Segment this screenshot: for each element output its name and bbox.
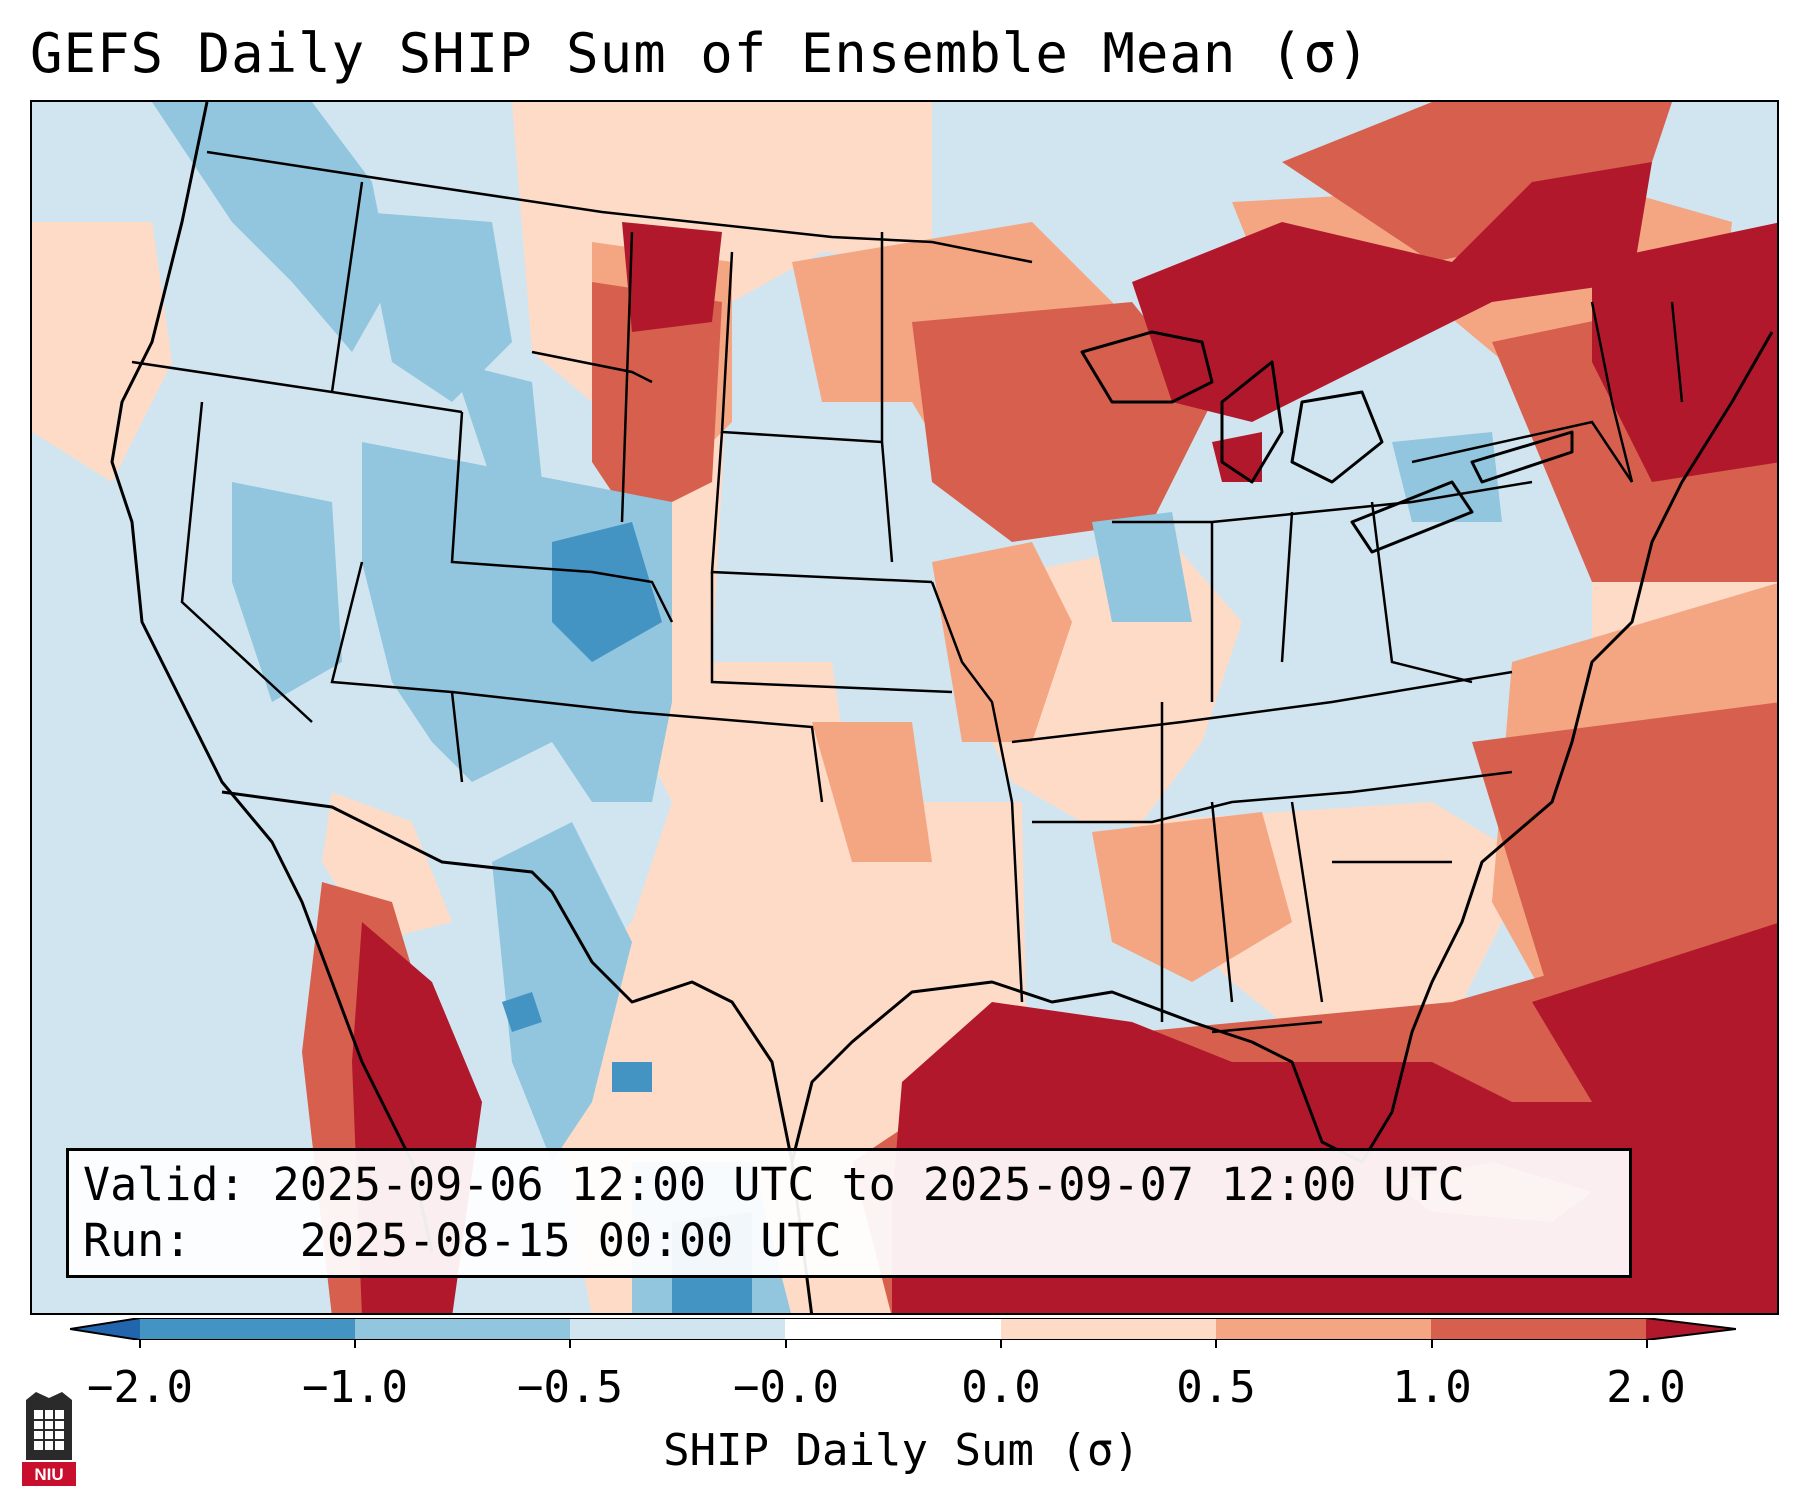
colorbar-extend-high xyxy=(1646,1318,1736,1340)
colorbar-tick-label: −0.5 xyxy=(517,1362,623,1413)
colorbar-tick-label: 2.0 xyxy=(1606,1362,1686,1413)
map-canvas xyxy=(32,102,1777,1313)
validity-info-box: Valid: 2025-09-06 12:00 UTC to 2025-09-0… xyxy=(66,1148,1632,1278)
tick-mark xyxy=(139,1340,141,1348)
colorbar-extend-low xyxy=(70,1318,140,1340)
tick-mark xyxy=(1431,1340,1433,1348)
colorbar-tick-label: 0.0 xyxy=(961,1362,1041,1413)
niu-logo: NIU xyxy=(22,1392,76,1486)
colorbar-tick-label: 1.0 xyxy=(1392,1362,1472,1413)
valid-time-range: 2025-09-06 12:00 UTC to 2025-09-07 12:00… xyxy=(272,1158,1465,1211)
tick-mark xyxy=(785,1340,787,1348)
run-time: 2025-08-15 00:00 UTC xyxy=(299,1214,842,1267)
colorbar xyxy=(70,1318,1736,1340)
run-label: Run: xyxy=(83,1214,192,1267)
colorbar-tick-label: −0.0 xyxy=(733,1362,839,1413)
colorbar-label: SHIP Daily Sum (σ) xyxy=(663,1425,1140,1476)
tick-mark xyxy=(569,1340,571,1348)
map-panel[interactable] xyxy=(30,100,1779,1315)
tick-mark xyxy=(1215,1340,1217,1348)
colorbar-bin-4 xyxy=(785,1318,1001,1340)
colorbar-tick-label: −2.0 xyxy=(87,1362,193,1413)
colorbar-bin-7 xyxy=(1431,1318,1646,1340)
colorbar-bin-1 xyxy=(140,1318,355,1340)
tick-mark xyxy=(1000,1340,1002,1348)
state-borders xyxy=(131,150,1684,1034)
map-title: GEFS Daily SHIP Sum of Ensemble Mean (σ) xyxy=(30,22,1371,85)
valid-label: Valid: xyxy=(83,1158,246,1211)
tick-mark xyxy=(354,1340,356,1348)
colorbar-bin-2 xyxy=(355,1318,570,1340)
colorbar-tick-label: 0.5 xyxy=(1176,1362,1256,1413)
colorbar-tick-label: −1.0 xyxy=(302,1362,408,1413)
tick-mark xyxy=(1646,1340,1648,1348)
coastline-outline xyxy=(110,102,1774,1313)
colorbar-bin-3 xyxy=(570,1318,785,1340)
logo-text: NIU xyxy=(34,1465,63,1484)
colorbar-bin-5 xyxy=(1001,1318,1216,1340)
colorbar-bin-6 xyxy=(1216,1318,1431,1340)
